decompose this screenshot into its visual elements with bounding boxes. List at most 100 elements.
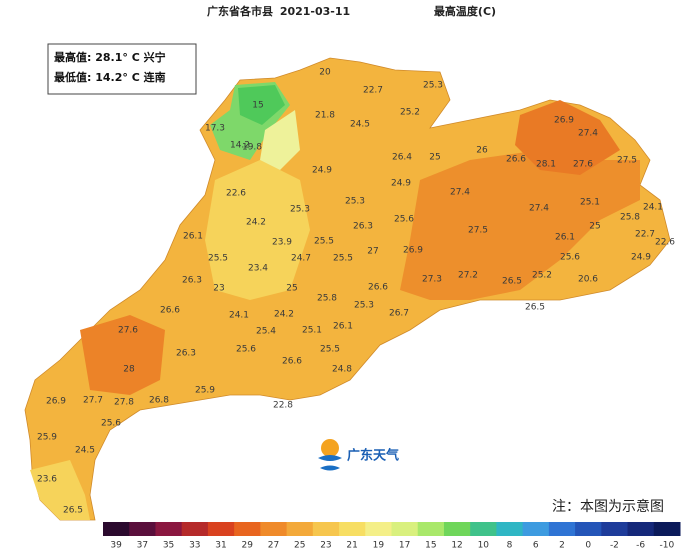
station-value: 20.6 bbox=[578, 275, 598, 285]
station-value: 25.2 bbox=[532, 271, 552, 281]
station-value: 28.1 bbox=[536, 160, 556, 170]
legend-tick: 17 bbox=[399, 541, 410, 551]
legend-tick: 25 bbox=[294, 541, 305, 551]
station-value: 25.6 bbox=[394, 215, 414, 225]
station-value: 20 bbox=[319, 68, 331, 78]
legend-cell bbox=[575, 522, 602, 536]
legend-tick: 8 bbox=[507, 541, 513, 551]
summary-box bbox=[47, 43, 197, 95]
logo-text: 广东天气 bbox=[347, 448, 399, 464]
legend-tick: 12 bbox=[451, 541, 462, 551]
station-value: 24.1 bbox=[229, 311, 249, 321]
station-value: 26.9 bbox=[554, 116, 574, 126]
station-value: 25.6 bbox=[101, 419, 121, 429]
station-value: 27.4 bbox=[450, 188, 470, 198]
station-value: 25.8 bbox=[317, 294, 337, 304]
station-value: 24.8 bbox=[332, 365, 352, 375]
station-value: 26 bbox=[476, 146, 488, 156]
station-value: 26.9 bbox=[46, 397, 66, 407]
station-value: 27.6 bbox=[573, 160, 593, 170]
station-value: 26.6 bbox=[282, 357, 302, 367]
station-value: 15 bbox=[252, 101, 263, 111]
station-value: 25.5 bbox=[333, 254, 353, 264]
legend-tick: 39 bbox=[110, 541, 122, 551]
station-value: 26.3 bbox=[182, 276, 202, 286]
legend-cell bbox=[601, 522, 629, 536]
legend-cell bbox=[339, 522, 366, 536]
legend-tick: 15 bbox=[425, 541, 436, 551]
legend-tick: 19 bbox=[373, 541, 385, 551]
station-value: 26.4 bbox=[392, 153, 412, 163]
logo-icon bbox=[318, 439, 342, 471]
title-region: 广东省各市县 bbox=[207, 4, 273, 18]
station-value: 25.6 bbox=[560, 253, 580, 263]
legend-tick: 33 bbox=[189, 541, 200, 551]
station-value: 23 bbox=[213, 284, 224, 294]
station-value: 27.2 bbox=[458, 271, 478, 281]
legend-tick: 23 bbox=[320, 541, 331, 551]
station-value: 28 bbox=[123, 365, 135, 375]
legend-cell bbox=[443, 522, 471, 536]
title-element: 最高温度(C) bbox=[434, 4, 496, 18]
station-value: 26.7 bbox=[389, 309, 409, 319]
station-value: 26.3 bbox=[176, 349, 196, 359]
station-value: 21.8 bbox=[315, 111, 335, 121]
station-value: 22.7 bbox=[635, 230, 655, 240]
station-value: 22.6 bbox=[226, 189, 246, 199]
legend-cell bbox=[155, 522, 183, 536]
legend-tick: -10 bbox=[660, 541, 675, 551]
station-value: 25.3 bbox=[354, 301, 374, 311]
station-value: 14.2 bbox=[230, 141, 250, 151]
legend-cell bbox=[548, 522, 576, 536]
legend-cell bbox=[312, 522, 340, 536]
legend-tick: 37 bbox=[137, 541, 148, 551]
station-value: 25.5 bbox=[314, 237, 334, 247]
station-value: 25.5 bbox=[320, 345, 340, 355]
legend-cell bbox=[181, 522, 209, 536]
legend-cell bbox=[129, 522, 156, 536]
station-value: 26.1 bbox=[555, 233, 575, 243]
station-value: 26.8 bbox=[149, 396, 169, 406]
summary-min: 最低值: 14.2° C 连南 bbox=[54, 70, 166, 84]
station-value: 23.9 bbox=[272, 238, 292, 248]
station-value: 27.5 bbox=[468, 226, 488, 236]
station-value: 26.5 bbox=[63, 506, 83, 516]
legend-cell bbox=[391, 522, 419, 536]
legend-cell bbox=[103, 522, 130, 536]
legend-tick: 21 bbox=[346, 541, 357, 551]
station-value: 17.3 bbox=[205, 124, 225, 134]
station-value: 26.9 bbox=[403, 246, 423, 256]
title-date: 2021-03-11 bbox=[280, 5, 350, 18]
station-value: 24.9 bbox=[391, 179, 411, 189]
station-value: 26.5 bbox=[502, 277, 522, 287]
station-value: 23.6 bbox=[37, 475, 57, 485]
station-value: 27.7 bbox=[83, 396, 103, 406]
legend-tick: 27 bbox=[268, 541, 279, 551]
station-value: 25 bbox=[286, 284, 297, 294]
station-value: 24.2 bbox=[274, 310, 294, 320]
legend-cell bbox=[260, 522, 288, 536]
station-value: 25 bbox=[429, 153, 440, 163]
station-value: 24.2 bbox=[246, 218, 266, 228]
legend-cell bbox=[653, 522, 681, 536]
color-legend: 39 37 35 33 31 29 27 25 23 21 19 17 15 12 10 8 6 2 0 -2 -6 -1… bbox=[103, 522, 681, 551]
station-value: 25.3 bbox=[423, 81, 443, 91]
legend-cell bbox=[522, 522, 550, 536]
legend-tick: 31 bbox=[215, 541, 226, 551]
legend-tick: 0 bbox=[585, 541, 591, 551]
station-value: 26.3 bbox=[353, 222, 373, 232]
station-value: 25.5 bbox=[208, 254, 228, 264]
station-value: 25.9 bbox=[195, 386, 215, 396]
station-value: 24.5 bbox=[75, 446, 95, 456]
station-value: 27.8 bbox=[114, 398, 134, 408]
legend-tick: -2 bbox=[610, 541, 619, 551]
station-value: 24.9 bbox=[312, 166, 332, 176]
station-value: 25.1 bbox=[302, 326, 322, 336]
station-value: 25.4 bbox=[256, 327, 276, 337]
legend-cell bbox=[234, 522, 261, 536]
station-value: 26.6 bbox=[368, 283, 388, 293]
station-value: 25.2 bbox=[400, 108, 420, 118]
legend-tick: 10 bbox=[478, 541, 490, 551]
station-value: 27.4 bbox=[529, 204, 549, 214]
